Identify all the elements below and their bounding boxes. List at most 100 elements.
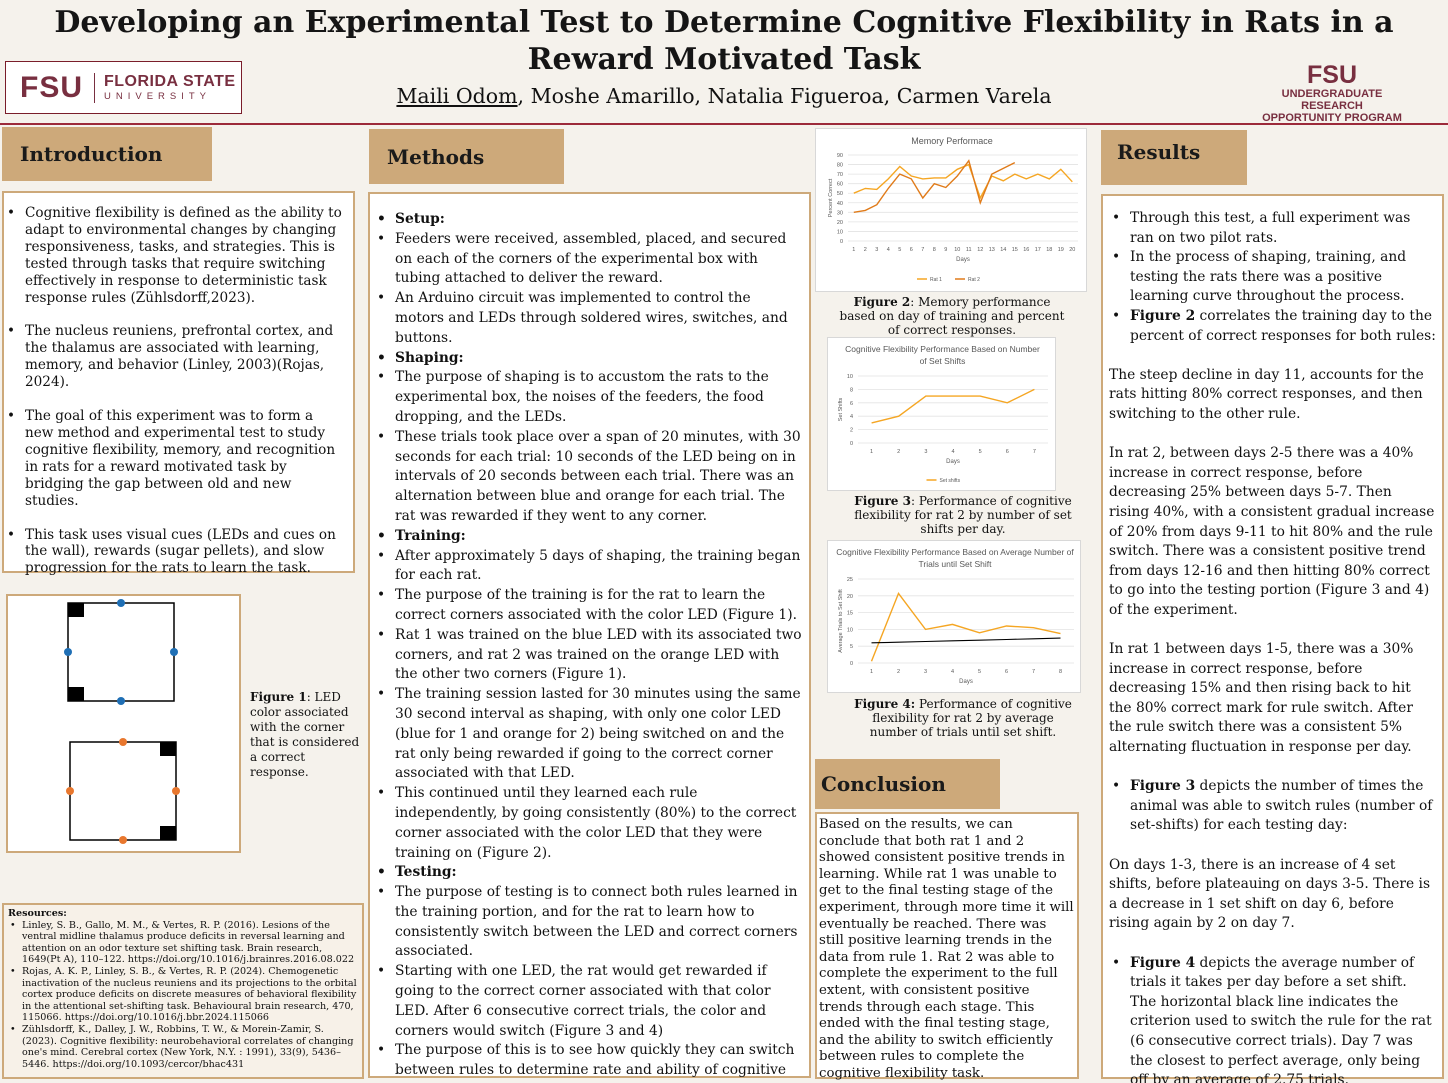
list-item-text: depicts the average number of trials it …	[1130, 954, 1432, 1083]
x-tick-label: 3	[875, 247, 878, 253]
y-tick-label: 60	[837, 182, 843, 188]
list-item: Figure 3 depicts the number of times the…	[1109, 777, 1436, 836]
figure3-label: Figure 3	[854, 494, 911, 508]
results-list-3: Figure 4 depicts the average number of t…	[1109, 954, 1436, 1083]
y-tick-label: 10	[847, 374, 853, 380]
list-item: The purpose of the training is for the r…	[374, 586, 803, 626]
box-top	[67, 602, 175, 702]
x-tick-label: 6	[1006, 449, 1009, 455]
series-line-average-trials	[870, 591, 1061, 662]
resources-list: Linley, S. B., Gallo, M. M., & Vertes, R…	[8, 920, 359, 1071]
chart-title: Cognitive Flexibility Performance Based …	[836, 547, 1074, 557]
methods-heading: Methods	[369, 129, 564, 184]
y-axis-label: Average Trials to Set Shift	[838, 589, 844, 653]
x-tick-label: 2	[897, 669, 900, 675]
correct-corner-orange-tr	[160, 742, 176, 756]
results-paragraph: In rat 1 between days 1-5, there was a 3…	[1109, 641, 1414, 756]
list-item-text: correlates the training day to the perce…	[1130, 307, 1436, 344]
blue-led	[117, 599, 125, 607]
y-tick-label: 15	[847, 611, 853, 617]
reference-item: Zühlsdorff, K., Dalley, J. W., Robbins, …	[8, 1024, 359, 1070]
blue-led	[64, 648, 72, 656]
methods-subheading: Setup:	[374, 210, 803, 230]
methods-list: Setup:Feeders were received, assembled, …	[374, 210, 803, 1083]
header-divider	[0, 123, 1448, 125]
x-axis-label: Days	[956, 257, 970, 263]
orange-led	[119, 836, 127, 844]
results-paragraph: The steep decline in day 11, accounts fo…	[1109, 366, 1424, 422]
legend-label: Rat 2	[968, 277, 980, 283]
series-line-rat-2	[853, 159, 1016, 213]
chart-title: of Set Shifts	[920, 356, 966, 366]
y-axis-label: Set Shifts	[838, 397, 844, 421]
chart-title: Cognitive Flexibility Performance Based …	[845, 344, 1040, 354]
x-tick-label: 2	[897, 449, 900, 455]
x-tick-label: 8	[933, 247, 936, 253]
legend-label: Rat 1	[930, 277, 942, 283]
y-tick-label: 0	[850, 441, 853, 447]
figure2-chart: Memory Performace 0 10 20 30 40 50 60 70 80 90 1 2 3 4…	[815, 128, 1087, 292]
correct-corner-blue-bl	[68, 687, 84, 701]
figure3-text: : Performance of cognitive flexibility f…	[854, 494, 1072, 536]
results-list-1: Through this test, a full experiment was…	[1109, 209, 1436, 346]
x-tick-label: 16	[1023, 247, 1029, 253]
list-item: This continued until they learned each r…	[374, 784, 803, 863]
introduction-heading: Introduction	[2, 127, 212, 181]
logo-divider	[94, 72, 95, 103]
y-tick-label: 90	[837, 153, 843, 159]
list-item: After approximately 5 days of shaping, t…	[374, 547, 803, 587]
chart-title: Trials until Set Shift	[919, 559, 993, 569]
y-tick-label: 25	[847, 577, 853, 583]
figure4-text: Performance of cognitive flexibility for…	[869, 697, 1072, 739]
x-tick-label: 1	[870, 669, 873, 675]
list-item: In the process of shaping, training, and…	[1109, 248, 1436, 307]
figure1-text: : LED color associated with the corner t…	[250, 690, 360, 779]
x-tick-label: 5	[898, 247, 901, 253]
presenter-name: Maili Odom	[396, 84, 518, 108]
chart-title: Memory Performace	[911, 136, 993, 146]
figure4-label: Figure 4:	[854, 697, 916, 711]
box-bottom	[69, 741, 177, 841]
x-tick-label: 8	[1059, 669, 1062, 675]
y-tick-label: 20	[837, 220, 843, 226]
figure2-caption: Figure 2: Memory performance based on da…	[834, 295, 1070, 337]
list-item: Cognitive flexibility is defined as the …	[4, 205, 345, 306]
y-tick-label: 4	[850, 414, 853, 420]
y-tick-label: 20	[847, 594, 853, 600]
methods-subheading: Training:	[374, 527, 803, 547]
conclusion-text: Based on the results, we can conclude th…	[819, 817, 1074, 1081]
co-authors: , Moshe Amarillo, Natalia Figueroa, Carm…	[517, 84, 1052, 108]
figure3-chart: Cognitive Flexibility Performance Based …	[827, 337, 1056, 491]
x-tick-label: 19	[1058, 247, 1064, 253]
fsu-logo: FSU FLORIDA STATE UNIVERSITY	[5, 61, 242, 114]
series-line-set-shifts	[871, 388, 1035, 424]
y-tick-label: 50	[837, 191, 843, 197]
reference-item: Rojas, A. K. P., Linley, S. B., & Vertes…	[8, 966, 359, 1024]
introduction-panel: Cognitive flexibility is defined as the …	[2, 191, 355, 576]
results-panel: Through this test, a full experiment was…	[1101, 194, 1444, 1083]
logo-line2: UNIVERSITY	[104, 91, 212, 102]
led-corner-diagram	[64, 599, 180, 844]
y-tick-label: 0	[840, 239, 843, 245]
fsu-logo-wordmark: FLORIDA STATE UNIVERSITY	[104, 73, 236, 102]
resources-panel: Resources: Linley, S. B., Gallo, M. M., …	[2, 903, 364, 1079]
x-tick-label: 4	[887, 247, 890, 253]
results-list-2: Figure 3 depicts the number of times the…	[1109, 777, 1436, 836]
x-tick-label: 4	[951, 449, 954, 455]
x-axis-label: Days	[959, 679, 973, 685]
orange-led	[172, 787, 180, 795]
x-tick-label: 7	[1033, 449, 1036, 455]
figure1-caption: Figure 1: LED color associated with the …	[250, 690, 362, 780]
correct-corner-orange-br	[160, 826, 176, 840]
figure-ref: Figure 2	[1130, 307, 1196, 324]
list-item: The nucleus reuniens, prefrontal cortex,…	[4, 323, 345, 391]
figure2-label: Figure 2	[853, 295, 911, 309]
x-tick-label: 1	[870, 449, 873, 455]
list-item: The training session lasted for 30 minut…	[374, 685, 803, 784]
y-tick-label: 40	[837, 201, 843, 207]
y-tick-label: 5	[850, 644, 853, 650]
x-tick-label: 5	[979, 449, 982, 455]
methods-subheading: Shaping:	[374, 349, 803, 369]
methods-panel: Setup:Feeders were received, assembled, …	[368, 192, 811, 1083]
